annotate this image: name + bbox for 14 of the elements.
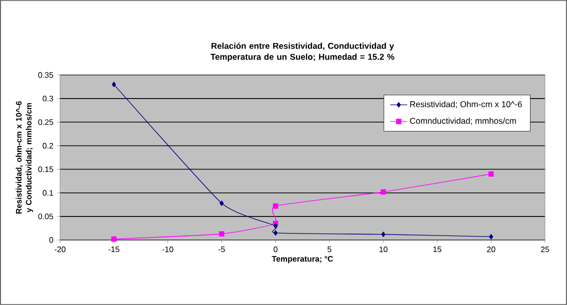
point bbox=[273, 230, 278, 236]
point bbox=[111, 236, 117, 242]
chart-title: Relación entre Resistividad, Conductividad y Temperatura de un Suelo; Humedad = 15.2 % bbox=[210, 42, 394, 62]
point bbox=[273, 223, 278, 229]
point bbox=[112, 82, 116, 88]
point bbox=[220, 200, 224, 206]
point bbox=[381, 232, 386, 237]
legend-label: Resistividad; Ohm-cm x 10^-6 bbox=[410, 100, 522, 108]
point bbox=[219, 231, 224, 237]
point bbox=[489, 234, 494, 240]
point bbox=[380, 189, 386, 195]
point bbox=[488, 171, 494, 177]
legend-label: Comnductividad; mmhos/cm bbox=[410, 118, 516, 125]
point bbox=[272, 203, 278, 209]
